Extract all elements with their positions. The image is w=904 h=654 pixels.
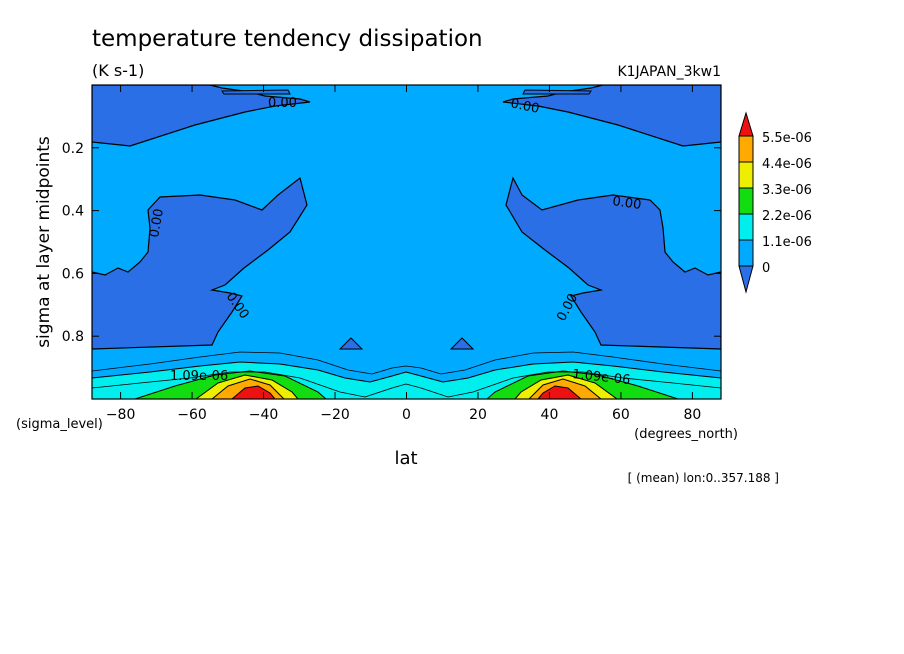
x-tick-label: 0: [402, 407, 411, 423]
colorbar-cell: [738, 187, 754, 215]
x-tick-label: −80: [106, 407, 136, 423]
x-tick-label: 20: [469, 407, 487, 423]
colorbar-label: 3.3e-06: [762, 183, 812, 198]
neg-region-top-strip-right: [522, 89, 592, 95]
y-tick-label: 0.8: [62, 329, 84, 345]
neg-region-mid-left: [92, 176, 308, 350]
neg-region-top-strip-left: [221, 89, 291, 95]
colorbar-cell: [738, 161, 754, 189]
colorbar-cell: [738, 213, 754, 241]
colorbar-max-arrow: [738, 111, 754, 137]
contour-label: 0.00: [509, 96, 540, 117]
neg-region-upper-right: [502, 85, 721, 147]
neg-region-upper-left: [92, 85, 311, 147]
colorbar-cell: [738, 239, 754, 267]
x-axis: −80 −60 −40 −20 0 20 40 60 80: [106, 85, 701, 423]
y-axis: 0.2 0.4 0.6 0.8: [62, 141, 721, 345]
contour-label: 0.00: [611, 194, 642, 213]
colorbar: 5.5e-06 4.4e-06 3.3e-06 2.2e-06 1.1e-06 …: [738, 111, 812, 294]
y-unit-label: (sigma_level): [16, 417, 103, 432]
run-label: K1JAPAN_3kw1: [617, 64, 721, 80]
contour-line-2: [92, 371, 721, 398]
x-tick-label: 60: [612, 407, 630, 423]
x-tick-label: −40: [249, 407, 279, 423]
x-axis-title: lat: [394, 448, 417, 469]
contour-line-1: [92, 351, 721, 375]
y-tick-label: 0.2: [62, 141, 84, 157]
x-tick-label: 80: [683, 407, 701, 423]
contour-label: 0.00: [268, 96, 297, 111]
colorbar-min-arrow: [738, 265, 754, 294]
x-unit-label: (degrees_north): [634, 427, 738, 442]
colorbar-label: 0: [762, 261, 770, 276]
footnote: [ (mean) lon:0..357.188 ]: [628, 471, 779, 485]
colorbar-label: 1.1e-06: [762, 235, 812, 250]
pos-band-5: [231, 385, 582, 399]
x-tick-label: −20: [320, 407, 350, 423]
colorbar-label: 4.4e-06: [762, 157, 812, 172]
neg-blob-right: [449, 337, 475, 350]
chart-units: (K s-1): [92, 61, 144, 80]
contour-label: 1.09e-06: [170, 369, 228, 384]
neg-region-mid-right: [505, 176, 721, 350]
plot-area: [92, 85, 721, 399]
y-tick-label: 0.4: [62, 204, 84, 220]
y-tick-label: 0.6: [62, 266, 84, 282]
colorbar-label: 5.5e-06: [762, 131, 812, 146]
chart-title: temperature tendency dissipation: [92, 26, 483, 52]
colorbar-cell: [738, 135, 754, 163]
contour-label: 1.09e-06: [572, 367, 631, 388]
x-tick-label: −60: [177, 407, 207, 423]
y-axis-title: sigma at layer midpoints: [34, 136, 54, 348]
colorbar-label: 2.2e-06: [762, 209, 812, 224]
neg-blob-left: [338, 337, 364, 350]
x-tick-label: 40: [541, 407, 559, 423]
contour-label: 0.00: [147, 208, 167, 239]
